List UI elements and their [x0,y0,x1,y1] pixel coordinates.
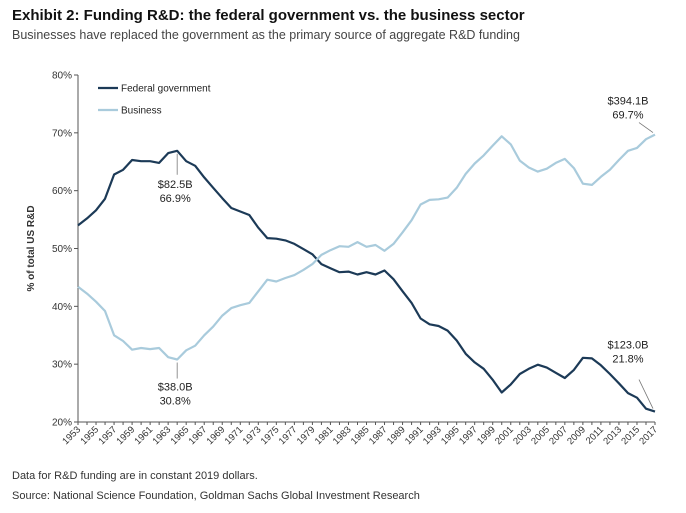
x-tick-label: 1961 [133,424,156,447]
annotation-leader [638,379,654,409]
annotation-percent: 66.9% [160,193,191,205]
y-tick-label: 70% [52,128,72,139]
x-tick-label: 2017 [637,424,660,447]
annotation-percent: 21.8% [612,354,643,366]
x-tick-label: 2001 [493,424,516,447]
x-tick-label: 1967 [187,424,210,447]
x-tick-label: 1999 [475,424,498,447]
annotation-amount: $123.0B [608,340,649,352]
annotation-amount: $82.5B [158,179,193,191]
y-axis-label: % of total US R&D [26,205,37,291]
source-note: Source: National Science Foundation, Gol… [12,490,420,502]
x-tick-label: 2005 [529,424,552,447]
x-tick-label: 2013 [601,424,624,447]
annotation-percent: 69.7% [612,110,643,122]
x-tick-label: 1993 [421,424,444,447]
x-tick-label: 1979 [295,424,318,447]
data-note: Data for R&D funding are in constant 201… [12,470,258,482]
x-tick-label: 1977 [277,424,300,447]
x-tick-label: 1973 [241,424,264,447]
page-title: Exhibit 2: Funding R&D: the federal gove… [12,7,525,24]
x-tick-label: 1965 [169,424,192,447]
x-tick-label: 1957 [96,424,119,447]
annotation-amount: $394.1B [608,96,649,108]
x-tick-label: 2015 [619,424,642,447]
x-tick-label: 2009 [565,424,588,447]
x-tick-label: 1955 [78,424,101,447]
y-tick-label: 80% [52,71,72,82]
y-tick-label: 40% [52,302,72,313]
legend-label: Federal government [121,84,211,95]
x-tick-label: 1983 [331,424,354,447]
annotation-percent: 30.8% [160,396,191,408]
x-tick-label: 2011 [584,424,606,446]
x-tick-label: 1971 [223,424,246,447]
x-tick-label: 1969 [205,424,228,447]
y-tick-label: 20% [52,418,72,429]
x-tick-label: 1975 [259,424,282,447]
x-tick-label: 1981 [313,424,336,447]
x-tick-label: 2007 [547,424,570,447]
annotation-amount: $38.0B [158,382,193,394]
x-tick-label: 1963 [151,424,174,447]
page-subtitle: Businesses have replaced the government … [12,28,520,42]
x-tick-label: 2003 [511,424,534,447]
y-tick-label: 30% [52,360,72,371]
annotation-leader [638,122,654,133]
x-tick-label: 1995 [439,424,462,447]
x-tick-label: 1997 [457,424,480,447]
y-tick-label: 60% [52,186,72,197]
legend-label: Business [121,106,162,117]
y-tick-label: 50% [52,244,72,255]
x-tick-label: 1989 [385,424,408,447]
x-tick-label: 1991 [403,424,426,447]
x-tick-label: 1985 [349,424,372,447]
x-tick-label: 1987 [367,424,390,447]
x-tick-label: 1959 [114,424,137,447]
federal-government-line [77,149,656,413]
business-line [77,133,656,361]
